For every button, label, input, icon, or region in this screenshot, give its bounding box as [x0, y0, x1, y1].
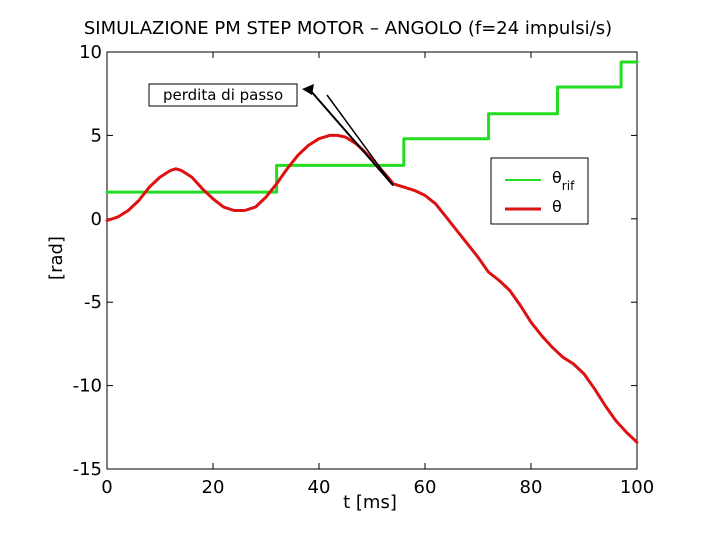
x-tick-label: 20	[202, 477, 225, 498]
y-axis-label: [rad]	[46, 236, 67, 280]
series-theta-rif-line	[105, 60, 639, 194]
annotation-arrow-head	[302, 84, 314, 95]
annotation-arrow-line-2	[326, 94, 394, 186]
legend-label: θ	[552, 197, 562, 216]
x-tick-label: 60	[414, 477, 437, 498]
x-tick-label: 0	[101, 477, 112, 498]
y-tick-label: -15	[73, 459, 102, 480]
annotation-arrow-line	[309, 89, 394, 187]
y-tick-label: 0	[91, 209, 102, 230]
y-tick-label: 5	[91, 125, 102, 146]
legend-label-sub: rif	[562, 179, 575, 193]
y-tick-label: 10	[79, 42, 102, 63]
plot-area	[106, 51, 638, 470]
legend-label-main: θ	[552, 197, 562, 216]
legend-label: θrif	[552, 168, 575, 193]
annotation: perdita di passo	[148, 83, 394, 187]
y-tick-label: -10	[73, 376, 102, 397]
legend-box	[490, 157, 589, 225]
annotation-text: perdita di passo	[163, 86, 283, 104]
legend-label-main: θ	[552, 168, 562, 187]
axis-ticks: 0 20 40 60 80 100 -15 -10 -5 0 5 10	[73, 42, 655, 498]
chart-title: SIMULAZIONE PM STEP MOTOR – ANGOLO (f=24…	[84, 18, 612, 39]
x-tick-label: 80	[520, 477, 543, 498]
y-tick-label: -5	[84, 292, 102, 313]
x-axis-label: t [ms]	[343, 492, 397, 513]
x-tick-label: 100	[620, 477, 654, 498]
annotation-box	[148, 83, 298, 107]
x-tick-label: 40	[308, 477, 331, 498]
